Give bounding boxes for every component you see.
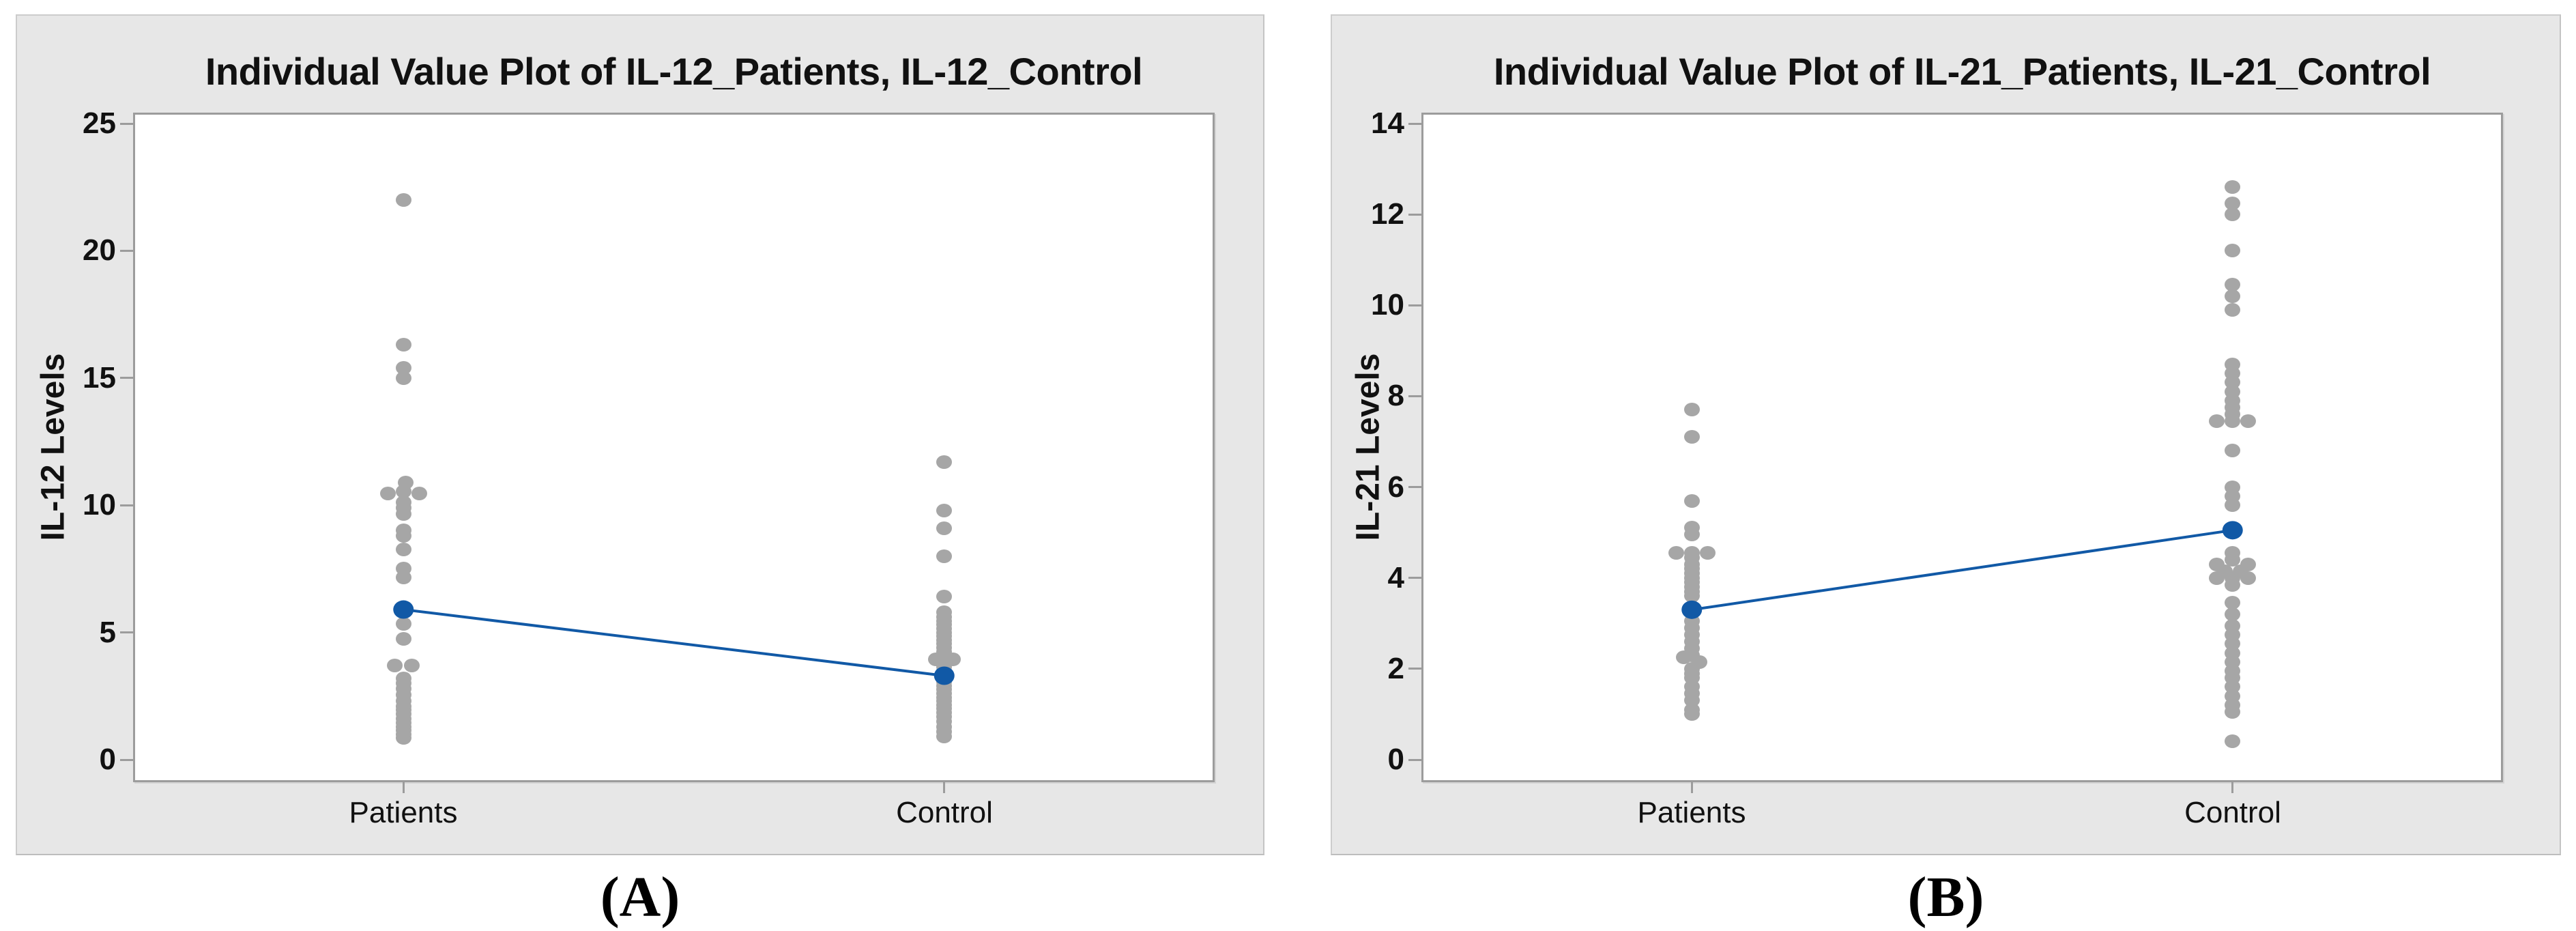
- y-tick: [120, 377, 133, 379]
- data-point: [1683, 403, 1700, 417]
- y-tick-label: 0: [99, 743, 116, 776]
- y-tick-label: 25: [83, 106, 116, 140]
- data-point: [395, 360, 411, 375]
- data-point: [2225, 302, 2241, 317]
- data-point: [395, 528, 411, 543]
- data-point: [2225, 734, 2241, 749]
- data-point: [2240, 571, 2257, 585]
- data-point: [1699, 546, 1716, 560]
- y-tick: [120, 122, 133, 125]
- x-tick: [402, 782, 405, 793]
- y-tick: [1408, 486, 1421, 489]
- x-category-label-patients-b: Patients: [1637, 796, 1746, 829]
- y-tick: [1408, 213, 1421, 216]
- y-tick-label: 2: [1387, 651, 1404, 685]
- data-point: [1683, 493, 1700, 508]
- data-point: [936, 590, 953, 604]
- data-point: [411, 487, 427, 501]
- data-point: [2225, 278, 2241, 292]
- y-tick-label: 8: [1387, 379, 1404, 413]
- chart-title-a: Individual Value Plot of IL-12_Patients,…: [205, 50, 1143, 93]
- data-point: [2225, 180, 2241, 195]
- x-category-label-control-b: Control: [2184, 796, 2281, 829]
- plot-area-b: [1421, 113, 2503, 782]
- data-point: [395, 631, 411, 646]
- data-point: [2209, 414, 2225, 429]
- data-point: [2225, 577, 2241, 592]
- data-point: [2209, 571, 2225, 585]
- data-point: [1683, 430, 1700, 444]
- y-tick: [120, 631, 133, 634]
- y-tick: [120, 504, 133, 506]
- data-point: [936, 503, 953, 517]
- y-tick: [1408, 758, 1421, 761]
- x-tick: [943, 782, 946, 793]
- data-point: [1683, 589, 1700, 603]
- y-tick: [1408, 577, 1421, 579]
- data-point: [395, 192, 411, 207]
- data-point: [2225, 207, 2241, 222]
- y-tick-label: 12: [1371, 197, 1404, 231]
- y-tick-label: 0: [1387, 743, 1404, 776]
- data-point: [395, 731, 411, 745]
- data-point: [2225, 244, 2241, 258]
- y-tick-label: 10: [83, 488, 116, 522]
- plot-area-a: [133, 113, 1215, 782]
- y-tick: [1408, 304, 1421, 306]
- data-point: [395, 507, 411, 521]
- x-category-label-patients-a: Patients: [349, 796, 458, 829]
- y-tick-label: 14: [1371, 106, 1404, 140]
- data-point: [1668, 546, 1684, 560]
- y-tick: [120, 249, 133, 252]
- data-point: [936, 730, 953, 744]
- y-tick: [1408, 668, 1421, 670]
- data-point: [395, 571, 411, 585]
- chart-title-b: Individual Value Plot of IL-21_Patients,…: [1493, 50, 2431, 93]
- data-point: [395, 484, 411, 498]
- y-tick-label: 4: [1387, 560, 1404, 595]
- data-point: [379, 487, 396, 501]
- data-point: [395, 371, 411, 385]
- data-point: [936, 455, 953, 469]
- data-point: [387, 659, 403, 673]
- x-tick: [1690, 782, 1693, 793]
- data-point: [936, 549, 953, 563]
- y-tick-label: 15: [83, 360, 116, 395]
- x-category-label-control-a: Control: [896, 796, 993, 829]
- data-point: [395, 338, 411, 352]
- data-point: [2225, 289, 2241, 303]
- data-point: [2225, 444, 2241, 458]
- figure-caption-b: (B): [1907, 865, 1984, 929]
- y-tick-label: 5: [99, 615, 116, 649]
- data-point: [2225, 196, 2241, 210]
- y-tick: [1408, 122, 1421, 125]
- figure-caption-a: (A): [600, 865, 680, 929]
- y-tick-label: 20: [83, 233, 116, 268]
- data-point: [2225, 705, 2241, 719]
- data-point: [936, 521, 953, 535]
- y-tick-label: 10: [1371, 288, 1404, 322]
- y-tick: [1408, 395, 1421, 397]
- y-tick-label: 6: [1387, 470, 1404, 504]
- data-point: [395, 543, 411, 557]
- data-point: [1676, 650, 1692, 665]
- y-tick: [120, 758, 133, 761]
- data-point: [395, 616, 411, 631]
- x-tick: [2231, 782, 2234, 793]
- data-point: [2225, 498, 2241, 513]
- data-point: [1683, 707, 1700, 721]
- data-point: [2225, 414, 2241, 429]
- data-point: [2240, 414, 2257, 429]
